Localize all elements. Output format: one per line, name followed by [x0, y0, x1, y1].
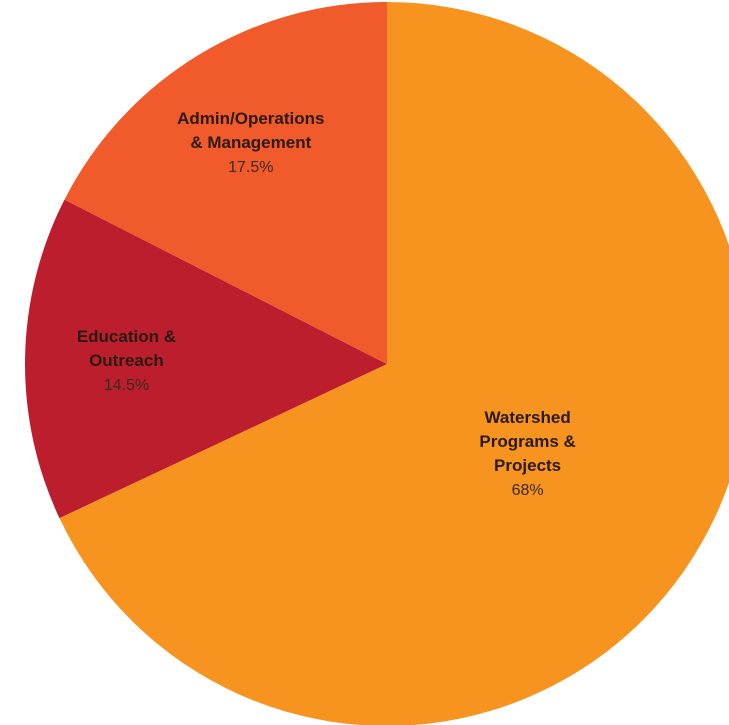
slice-name-0-line-0: Watershed — [484, 408, 570, 427]
pie-slices — [25, 2, 729, 725]
slice-value-0: 68% — [512, 482, 544, 499]
slice-label-2: Admin/Operations & Management 17.5% — [177, 109, 324, 176]
slice-name-1-line-1: Outreach — [89, 351, 164, 370]
slice-label-0: Watershed Programs & Projects 68% — [479, 408, 575, 499]
slice-name-0-line-2: Projects — [494, 456, 561, 475]
slice-value-2: 17.5% — [228, 159, 273, 176]
slice-name-2-line-0: Admin/Operations — [177, 109, 324, 128]
slice-name-0-line-1: Programs & — [479, 432, 575, 451]
pie-labels: Watershed Programs & Projects 68% Education … — [77, 109, 576, 499]
pie-slice-1 — [25, 199, 387, 519]
pie-slice-0 — [59, 2, 729, 725]
slice-value-1: 14.5% — [104, 377, 149, 394]
slice-name-2-line-1: & Management — [190, 133, 311, 152]
slice-name-1-line-0: Education & — [77, 327, 176, 346]
slice-label-1: Education & Outreach 14.5% — [77, 327, 176, 394]
pie-slice-2 — [64, 2, 388, 364]
